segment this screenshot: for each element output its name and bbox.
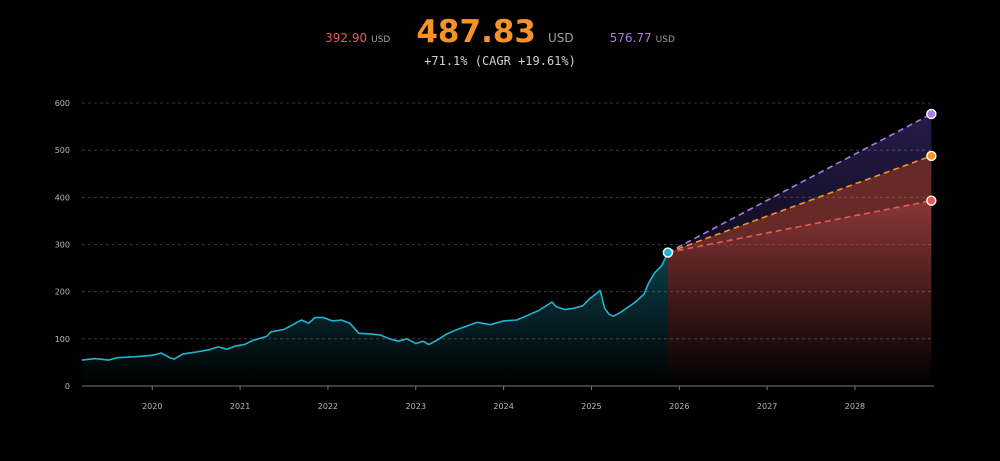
mid-forecast-value: 487.83 [416, 14, 536, 50]
x-tick-label: 2024 [493, 402, 513, 411]
forecast-values-row: 392.90 USD 487.83 USD 576.77 USD [0, 14, 1000, 58]
x-tick-label: 2021 [230, 402, 250, 411]
y-tick-label: 300 [55, 241, 70, 250]
forecast-end-marker [926, 195, 937, 206]
history-area [82, 252, 668, 386]
current-price-marker [662, 247, 674, 258]
y-tick-label: 0 [65, 382, 70, 391]
x-tick-label: 2026 [669, 402, 689, 411]
forecast-line [667, 199, 932, 254]
y-tick-label: 500 [55, 146, 70, 155]
mid-forecast-unit: USD [548, 31, 574, 45]
y-tick-label: 400 [55, 193, 70, 202]
forecast-line [667, 155, 932, 254]
high-forecast-value: 576.77 [609, 31, 652, 45]
price-header: 392.90 USD 487.83 USD 576.77 USD +71.1% … [0, 14, 1000, 68]
low-forecast-value: 392.90 [325, 31, 368, 45]
x-tick-label: 2027 [757, 402, 777, 411]
high-forecast-unit: USD [655, 35, 675, 45]
history-line [81, 252, 669, 361]
low-forecast-unit: USD [371, 35, 391, 45]
y-tick-label: 100 [55, 335, 70, 344]
y-tick-label: 600 [55, 99, 70, 108]
x-tick-label: 2025 [581, 402, 601, 411]
x-tick-label: 2022 [318, 402, 338, 411]
x-tick-label: 2023 [406, 402, 426, 411]
y-tick-label: 200 [55, 288, 70, 297]
forecast-end-marker [926, 108, 937, 120]
forecast-end-marker [926, 150, 937, 162]
x-tick-label: 2020 [142, 402, 162, 411]
forecast-low-band [667, 200, 932, 386]
x-tick-label: 2028 [845, 402, 865, 411]
growth-summary: +71.1% (CAGR +19.61%) [424, 54, 576, 68]
